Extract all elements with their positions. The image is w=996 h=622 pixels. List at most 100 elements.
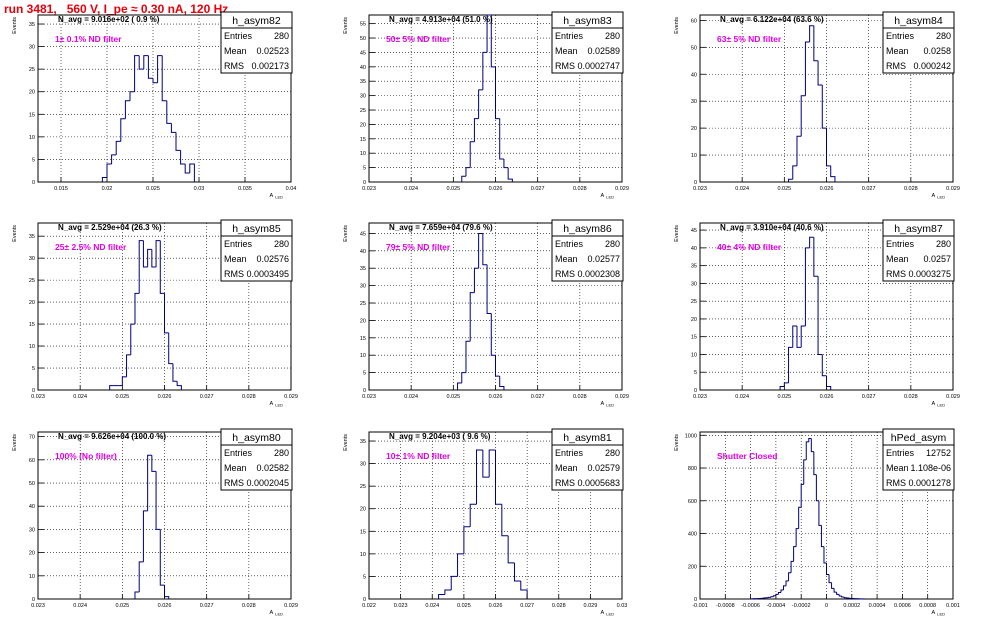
x-tick-label: 0.023 <box>362 394 376 400</box>
histogram-bin <box>826 375 832 390</box>
stats-value: 280 <box>274 239 289 249</box>
histogram-bins <box>788 25 836 182</box>
y-tick-label: 30 <box>360 284 366 290</box>
x-tick-label: 0.024 <box>404 186 418 192</box>
y-tick-label: 5 <box>363 371 366 377</box>
histogram-bin <box>482 233 488 266</box>
histogram-bin <box>821 354 827 377</box>
histogram-bin <box>818 500 822 526</box>
y-axis-label: Events <box>674 434 680 451</box>
y-tick-label: 20 <box>360 318 366 324</box>
histogram-bins <box>101 55 195 182</box>
y-tick-label: 10 <box>691 352 697 358</box>
stats-label: Entries <box>224 239 253 249</box>
histogram-bin <box>478 232 483 269</box>
y-tick-label: 0 <box>32 597 35 603</box>
y-tick-label: 600 <box>688 499 697 505</box>
histogram-bin <box>507 167 513 182</box>
y-tick-label: 30 <box>360 462 366 468</box>
histogram-bin <box>490 313 496 356</box>
stats-value: 0.0003495 <box>246 269 289 279</box>
histogram-bin <box>106 163 112 178</box>
stats-histogram-name: hPed_asym <box>891 432 947 444</box>
histogram-bin <box>804 247 810 327</box>
stats-value: 12752 <box>926 448 951 458</box>
stats-value: 0.02523 <box>256 46 289 56</box>
stats-box-frame <box>551 219 624 282</box>
histogram-bin <box>813 451 817 476</box>
stats-label: RMS <box>555 478 575 488</box>
stats-label: Entries <box>224 31 253 41</box>
histogram-bin <box>503 158 509 169</box>
histogram-bin <box>159 529 165 586</box>
x-tick-label: 0.023 <box>362 186 376 192</box>
y-tick-label: 40 <box>691 246 697 252</box>
x-tick-label: 0.028 <box>242 394 256 400</box>
stats-value: 1.108e-06 <box>910 463 951 473</box>
y-tick-label: 15 <box>29 112 35 118</box>
y-tick-label: 30 <box>691 281 697 287</box>
x-tick-label: 0.026 <box>158 603 172 609</box>
x-axis-label-subscript: LED <box>275 403 283 408</box>
y-tick-label: 0 <box>694 597 697 603</box>
x-tick-label: 0.0002 <box>843 603 860 609</box>
stats-label: Mean <box>224 46 247 56</box>
x-tick-label: 0.028 <box>573 186 587 192</box>
x-tick-label: 0.025 <box>446 186 460 192</box>
stats-value: 280 <box>936 239 951 249</box>
stats-value: 0.02579 <box>587 463 620 473</box>
stats-value: 280 <box>605 448 620 458</box>
y-axis-label: Events <box>674 225 680 242</box>
stats-box: h_asym81 Entries 280 Mean 0.02579 RMS 0.000568… <box>551 428 624 491</box>
histogram-bin <box>817 60 823 86</box>
filter-annotation: 63± 5% ND filter <box>717 34 782 44</box>
stats-label: Mean <box>224 254 247 264</box>
y-tick-label: 20 <box>360 122 366 128</box>
histogram-bin <box>788 572 792 581</box>
histogram-bin <box>161 55 167 102</box>
histogram-bin <box>495 66 500 120</box>
y-tick-label: 20 <box>29 90 35 96</box>
y-tick-label: 50 <box>29 481 35 487</box>
histogram-bins <box>438 449 528 599</box>
histogram-bin <box>813 25 819 62</box>
histogram-bin <box>111 154 117 164</box>
stats-label: Mean <box>886 254 909 264</box>
stats-box-frame <box>882 428 955 491</box>
navg-caption: N_avg = 9.204e+03 ( 9.6 %) <box>389 432 491 441</box>
histogram-bin <box>499 376 505 390</box>
histogram-panel-h_asym85: 0.023 0.024 0.025 0.026 0.027 0.028 0.029 0 5 10 1… <box>12 219 298 408</box>
histogram-bin <box>124 100 130 119</box>
x-tick-label: 0.023 <box>31 603 45 609</box>
histogram-bin <box>184 163 190 174</box>
histogram-bins <box>461 14 513 182</box>
histogram-bin <box>805 441 809 460</box>
y-tick-label: 60 <box>691 18 697 24</box>
histogram-bin <box>482 450 490 478</box>
stats-label: Mean <box>555 254 578 264</box>
histogram-panel-h_asym87: 0.023 0.024 0.025 0.026 0.027 0.028 0.029 0 5 10 1… <box>674 219 960 408</box>
histogram-bin <box>831 582 835 589</box>
navg-caption: N_avg = 6.122e+04 (63.6 %) <box>720 15 824 24</box>
histogram-bin <box>138 240 144 294</box>
x-tick-label: 0.026 <box>158 394 172 400</box>
x-tick-label: 0.022 <box>362 603 376 609</box>
filter-annotation: 50± 5% ND filter <box>386 34 451 44</box>
y-tick-label: 40 <box>360 249 366 255</box>
stats-box-frame <box>220 11 293 74</box>
histogram-bin <box>461 372 466 384</box>
stats-label: RMS <box>224 478 244 488</box>
y-tick-label: 35 <box>29 22 35 28</box>
navg-caption: N_avg = 9.016e+02 ( 0.9 %) <box>58 15 160 24</box>
histogram-bins <box>779 236 832 390</box>
y-tick-label: 40 <box>691 72 697 78</box>
x-tick-label: 0.026 <box>489 394 503 400</box>
y-tick-label: 0 <box>363 388 366 394</box>
stats-label: Entries <box>886 31 915 41</box>
histogram-bin <box>501 504 509 537</box>
histogram-bin <box>809 25 814 42</box>
stats-histogram-name: h_asym87 <box>894 223 943 235</box>
x-tick-label: 0.023 <box>693 186 707 192</box>
histogram-bin <box>792 325 797 348</box>
filter-annotation: 40± 4% ND filter <box>717 242 782 252</box>
